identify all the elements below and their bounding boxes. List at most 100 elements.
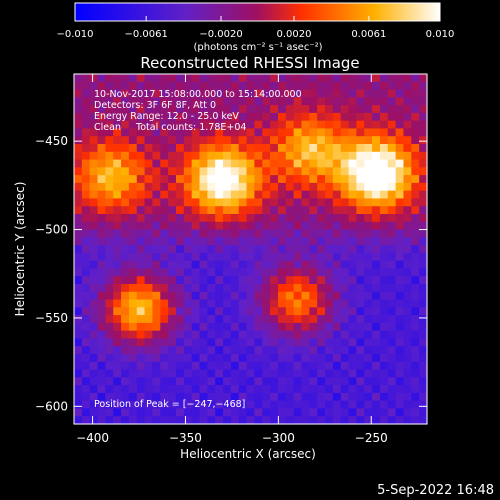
heatmap-cell bbox=[411, 408, 419, 416]
heatmap-cell bbox=[419, 167, 427, 175]
heatmap-cell bbox=[309, 144, 317, 152]
heatmap-cell bbox=[168, 370, 176, 378]
heatmap-cell bbox=[294, 300, 302, 308]
heatmap-cell bbox=[286, 370, 294, 378]
heatmap-cell bbox=[74, 268, 82, 276]
heatmap-cell bbox=[403, 315, 411, 323]
heatmap-cell bbox=[325, 191, 333, 199]
heatmap-cell bbox=[372, 160, 380, 168]
heatmap-cell bbox=[168, 136, 176, 144]
heatmap-cell bbox=[262, 152, 270, 160]
heatmap-cell bbox=[152, 385, 160, 393]
heatmap-cell bbox=[286, 152, 294, 160]
heatmap-cell bbox=[301, 175, 309, 183]
heatmap-cell bbox=[98, 268, 106, 276]
heatmap-cell bbox=[364, 175, 372, 183]
heatmap-cell bbox=[262, 105, 270, 113]
heatmap-cell bbox=[105, 416, 113, 424]
heatmap-cell bbox=[396, 90, 404, 98]
heatmap-cell bbox=[411, 245, 419, 253]
heatmap-cell bbox=[356, 292, 364, 300]
heatmap-cell bbox=[90, 354, 98, 362]
heatmap-cell bbox=[137, 377, 145, 385]
heatmap-cell bbox=[207, 136, 215, 144]
heatmap-cell bbox=[200, 385, 208, 393]
heatmap-cell bbox=[364, 113, 372, 121]
heatmap-cell bbox=[152, 307, 160, 315]
heatmap-cell bbox=[82, 144, 90, 152]
heatmap-cell bbox=[113, 268, 121, 276]
heatmap-cell bbox=[380, 144, 388, 152]
heatmap-cell bbox=[223, 331, 231, 339]
heatmap-cell bbox=[419, 284, 427, 292]
heatmap-cell bbox=[160, 362, 168, 370]
heatmap-cell bbox=[372, 300, 380, 308]
heatmap-cell bbox=[74, 245, 82, 253]
heatmap-cell bbox=[372, 105, 380, 113]
heatmap-cell bbox=[137, 338, 145, 346]
heatmap-cell bbox=[176, 183, 184, 191]
heatmap-cell bbox=[317, 121, 325, 129]
heatmap-cell bbox=[333, 152, 341, 160]
heatmap-cell bbox=[380, 191, 388, 199]
heatmap-cell bbox=[349, 222, 357, 230]
heatmap-cell bbox=[262, 338, 270, 346]
heatmap-cell bbox=[82, 292, 90, 300]
heatmap-cell bbox=[231, 237, 239, 245]
heatmap-cell bbox=[349, 144, 357, 152]
heatmap-cell bbox=[333, 245, 341, 253]
y-tick-label: −600 bbox=[35, 399, 68, 413]
heatmap-cell bbox=[207, 175, 215, 183]
annotation-total-counts: Clean Total counts: 1.78E+04 bbox=[94, 122, 246, 133]
heatmap-cell bbox=[262, 183, 270, 191]
heatmap-cell bbox=[254, 113, 262, 121]
heatmap-cell bbox=[356, 113, 364, 121]
heatmap-cell bbox=[364, 214, 372, 222]
heatmap-cell bbox=[254, 105, 262, 113]
heatmap-cell bbox=[129, 237, 137, 245]
heatmap-cell bbox=[105, 198, 113, 206]
heatmap-cell bbox=[403, 206, 411, 214]
heatmap-cell bbox=[200, 377, 208, 385]
heatmap-cell bbox=[372, 74, 380, 82]
heatmap-cell bbox=[270, 253, 278, 261]
heatmap-cell bbox=[317, 152, 325, 160]
heatmap-cell bbox=[309, 90, 317, 98]
heatmap-cell bbox=[403, 222, 411, 230]
heatmap-cell bbox=[176, 136, 184, 144]
heatmap-cell bbox=[270, 268, 278, 276]
heatmap-cell bbox=[333, 214, 341, 222]
heatmap-cell bbox=[200, 284, 208, 292]
heatmap-cell bbox=[380, 401, 388, 409]
heatmap-cell bbox=[419, 74, 427, 82]
heatmap-cell bbox=[380, 253, 388, 261]
heatmap-cell bbox=[74, 160, 82, 168]
heatmap-cell bbox=[356, 307, 364, 315]
heatmap-cell bbox=[90, 74, 98, 82]
heatmap-cell bbox=[129, 230, 137, 238]
heatmap-cell bbox=[317, 377, 325, 385]
heatmap-cell bbox=[364, 121, 372, 129]
heatmap-cell bbox=[396, 237, 404, 245]
heatmap-cell bbox=[341, 245, 349, 253]
heatmap-cell bbox=[82, 315, 90, 323]
x-tick-label: −350 bbox=[169, 431, 202, 445]
heatmap-cell bbox=[82, 354, 90, 362]
heatmap-cell bbox=[349, 74, 357, 82]
heatmap-cell bbox=[121, 253, 129, 261]
heatmap-cell bbox=[168, 183, 176, 191]
heatmap-cell bbox=[98, 354, 106, 362]
heatmap-cell bbox=[121, 214, 129, 222]
heatmap-cell bbox=[411, 393, 419, 401]
heatmap-cell bbox=[74, 354, 82, 362]
heatmap-cell bbox=[113, 331, 121, 339]
heatmap-cell bbox=[74, 167, 82, 175]
heatmap-cell bbox=[278, 214, 286, 222]
heatmap-cell bbox=[90, 144, 98, 152]
heatmap-cell bbox=[317, 245, 325, 253]
heatmap-cell bbox=[90, 331, 98, 339]
heatmap-cell bbox=[105, 206, 113, 214]
heatmap-cell bbox=[207, 206, 215, 214]
heatmap-cell bbox=[270, 300, 278, 308]
heatmap-cell bbox=[137, 346, 145, 354]
